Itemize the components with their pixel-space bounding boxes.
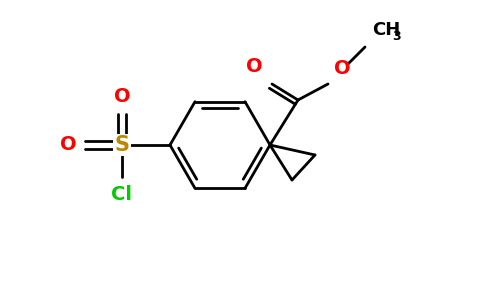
Text: CH: CH <box>372 21 400 39</box>
Text: O: O <box>114 88 130 106</box>
Text: 3: 3 <box>392 29 401 43</box>
Text: O: O <box>60 136 76 154</box>
Text: S: S <box>115 135 130 155</box>
Text: O: O <box>246 56 262 76</box>
Text: O: O <box>333 58 350 77</box>
Text: Cl: Cl <box>111 185 133 205</box>
